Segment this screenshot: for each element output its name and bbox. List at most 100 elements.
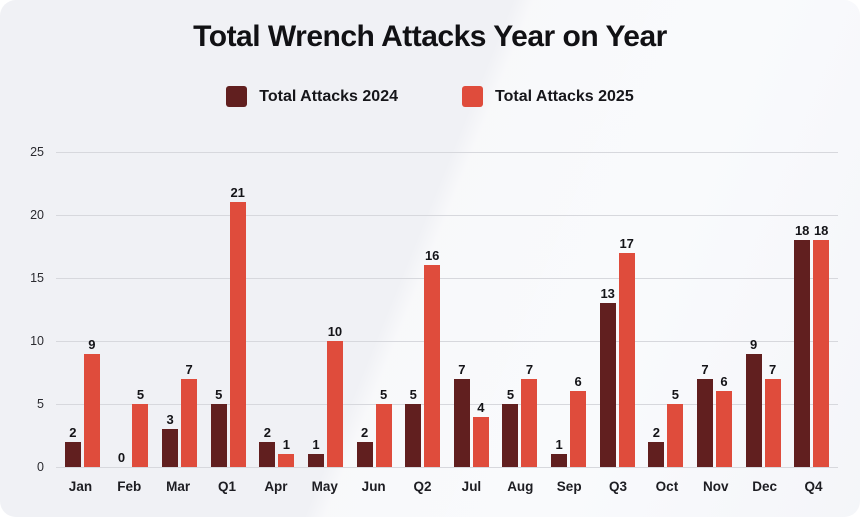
- bar-mar-total-attacks-2025: [181, 378, 198, 467]
- legend-item-2024: Total Attacks 2024: [226, 86, 398, 107]
- bar-value-label: 9: [749, 336, 758, 352]
- gridline-y-5: [56, 404, 838, 405]
- gridline-y-10: [56, 341, 838, 342]
- legend-label-2025: Total Attacks 2025: [495, 87, 634, 105]
- y-tick-20: 20: [30, 208, 44, 222]
- bar-wrap: 16: [424, 248, 441, 467]
- chart-title: Total Wrench Attacks Year on Year: [193, 20, 667, 53]
- bar-wrap: 6: [715, 375, 732, 467]
- bar-oct-total-attacks-2024: [648, 441, 665, 467]
- bar-value-label: 10: [327, 324, 343, 339]
- bar-apr-total-attacks-2024: [259, 441, 276, 467]
- x-label-q1: Q1: [218, 479, 237, 494]
- bar-wrap: 1: [307, 438, 324, 467]
- bar-wrap: 5: [375, 387, 392, 467]
- bar-value-label: 0: [117, 450, 126, 465]
- bar-wrap: 13: [599, 287, 616, 467]
- bar-q2-total-attacks-2025: [424, 265, 441, 467]
- plot-area: 2 9 0 5 3 7 5 21 2 1 1 10 2 5 5 16 7 4 5 7 1 6 13 17 2 5 7 6 9 7 18 18 …: [30, 145, 838, 474]
- bar-value-label: 2: [69, 424, 77, 440]
- bar-sep-total-attacks-2024: [551, 454, 568, 467]
- bar-value-label: 5: [671, 387, 679, 402]
- legend-label-2024: Total Attacks 2024: [259, 87, 398, 105]
- x-label-may: May: [311, 479, 338, 494]
- bar-groups: 2 9 0 5 3 7 5 21 2 1 1 10 2 5 5 16 7 4 5 7 1 6 13 17 2 5 7 6 9 7 18 18: [56, 152, 838, 467]
- bar-wrap: 7: [764, 361, 781, 467]
- bar-wrap: 1: [278, 438, 295, 467]
- x-label-feb: Feb: [117, 479, 142, 494]
- bar-value-label: 5: [215, 387, 223, 402]
- bar-wrap: 0: [113, 451, 129, 467]
- bar-value-label: 7: [458, 361, 466, 377]
- x-label-q4: Q4: [804, 479, 823, 494]
- bar-wrap: 5: [210, 387, 227, 467]
- bar-value-label: 16: [424, 248, 440, 264]
- bar-q1-total-attacks-2024: [210, 404, 227, 467]
- bar-value-label: 1: [555, 437, 563, 453]
- y-tick-0: 0: [37, 460, 44, 474]
- x-label-sep: Sep: [556, 479, 582, 494]
- bar-wrap: 1: [551, 437, 568, 467]
- x-label-mar: Mar: [166, 479, 191, 494]
- bar-wrap: 2: [356, 426, 373, 467]
- bar-group-may: 1 10: [307, 324, 343, 467]
- gridline-y-15: [56, 278, 838, 279]
- bar-apr-total-attacks-2025: [278, 454, 295, 467]
- x-label-dec: Dec: [752, 479, 778, 494]
- bar-wrap: 4: [472, 401, 489, 467]
- bar-wrap: 3: [162, 413, 179, 467]
- y-tick-10: 10: [30, 334, 44, 348]
- bar-wrap: 9: [83, 336, 100, 467]
- bar-sep-total-attacks-2025: [570, 391, 587, 467]
- y-tick-5: 5: [37, 397, 44, 411]
- bar-wrap: 2: [259, 426, 276, 467]
- bar-mar-total-attacks-2024: [162, 429, 179, 467]
- bar-value-label: 7: [525, 361, 534, 377]
- bar-oct-total-attacks-2025: [667, 404, 684, 467]
- y-tick-25: 25: [30, 145, 44, 159]
- bar-jul-total-attacks-2025: [472, 416, 489, 467]
- bar-wrap: 7: [696, 363, 713, 467]
- gridline-y-20: [56, 215, 838, 216]
- bar-group-q4: 18 18: [794, 223, 830, 467]
- x-label-q2: Q2: [413, 479, 432, 494]
- bar-value-label: 21: [230, 185, 245, 201]
- bar-value-label: 2: [652, 424, 660, 440]
- x-label-jan: Jan: [68, 479, 93, 494]
- bar-wrap: 7: [181, 361, 198, 467]
- bar-value-label: 7: [768, 361, 777, 377]
- bar-value-label: 5: [506, 387, 515, 402]
- bar-value-label: 5: [136, 387, 145, 402]
- bar-wrap: 18: [813, 223, 830, 467]
- bar-wrap: 2: [648, 424, 665, 467]
- bar-wrap: 5: [667, 387, 684, 467]
- chart-area: 2 9 0 5 3 7 5 21 2 1 1 10 2 5 5 16 7 4 5 7 1 6 13 17 2 5 7 6 9 7 18 18 …: [30, 145, 838, 501]
- x-label-jun: Jun: [361, 479, 386, 494]
- gridline-y-25: [56, 152, 838, 153]
- legend-item-2025: Total Attacks 2025: [462, 86, 634, 107]
- legend-swatch-2025: [462, 86, 483, 107]
- bar-q4-total-attacks-2025: [813, 240, 830, 467]
- bar-group-q1: 5 21: [210, 185, 246, 467]
- bar-jul-total-attacks-2024: [453, 378, 470, 467]
- bar-wrap: 10: [326, 324, 343, 467]
- x-label-aug: Aug: [507, 479, 534, 494]
- bar-group-q3: 13 17: [599, 237, 635, 467]
- bar-value-label: 9: [88, 336, 96, 352]
- bar-wrap: 9: [745, 336, 762, 467]
- bar-value-label: 5: [409, 387, 417, 402]
- x-label-jul: Jul: [461, 479, 482, 494]
- x-label-nov: Nov: [703, 479, 729, 494]
- x-label-q3: Q3: [609, 479, 628, 494]
- bar-value-label: 18: [813, 223, 829, 239]
- bar-value-label: 5: [379, 387, 388, 402]
- bar-value-label: 7: [185, 361, 193, 377]
